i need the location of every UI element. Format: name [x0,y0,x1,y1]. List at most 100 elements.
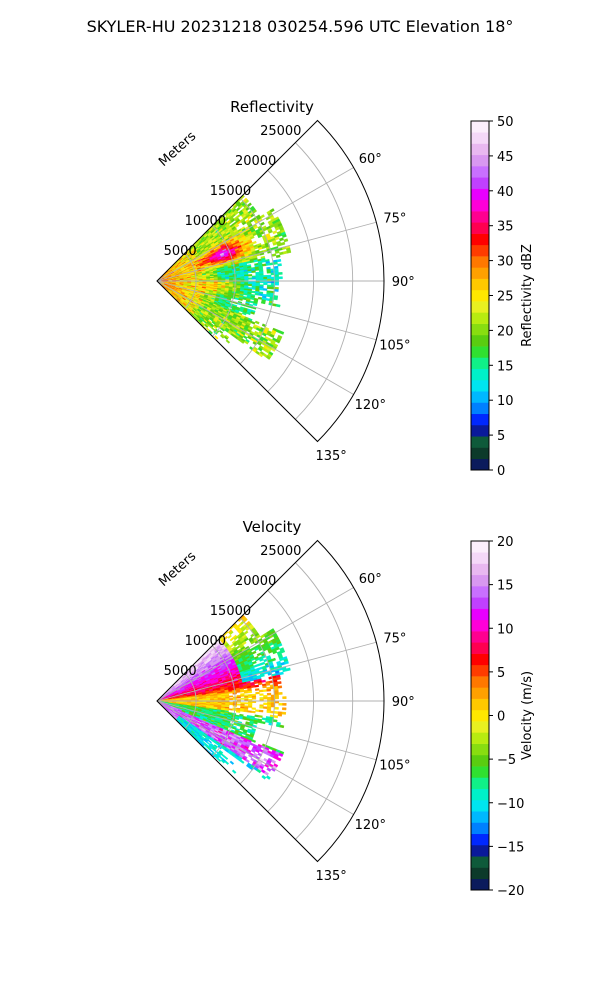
data-cell [250,320,256,325]
data-cell [286,249,292,254]
data-cell [266,688,271,692]
data-cell [254,320,260,325]
data-cell [262,689,268,692]
data-cell [229,630,234,636]
data-cell [272,230,278,235]
theta-tick-label: 60° [359,152,382,167]
radial-tick-label: 15000 [210,184,251,199]
data-cell [273,715,279,719]
data-cell [251,707,256,710]
data-cell [262,685,267,689]
data-cell [282,696,287,700]
data-cell [272,303,277,307]
velocity-panel: 50001000015000200002500060°75°90°105°120… [156,518,415,884]
data-cell [274,696,279,700]
data-cell [259,277,264,280]
data-cell [275,723,281,728]
data-cell [243,292,248,296]
data-cell [251,287,256,290]
data-cell [274,711,279,714]
data-cell [282,702,287,706]
data-cell [239,690,245,693]
data-cell [254,268,260,271]
data-cell [266,286,272,290]
data-cell [273,297,278,301]
data-cell [249,300,255,304]
data-cell [274,282,279,286]
theta-tick-label: 75° [383,211,406,226]
theta-tick-label: 120° [355,398,386,413]
data-cell [266,270,272,274]
data-cell [247,274,253,277]
data-cell [276,757,282,762]
data-cell [276,258,282,263]
data-cell [243,691,249,694]
data-cell [249,235,255,240]
data-cell [277,685,283,689]
data-cell [258,689,264,693]
data-cell [260,661,266,666]
data-cell [248,277,253,280]
data-cell [244,702,249,705]
data-cell [258,709,264,713]
data-cell [247,695,253,699]
data-cell [274,706,279,710]
theta-grid-line [156,280,377,341]
data-cell [266,274,272,278]
data-cell [240,694,245,697]
data-cell [263,696,268,700]
data-cell [266,294,271,298]
radial-tick-label: 25000 [260,124,301,139]
data-cell [278,272,283,275]
data-cell [214,335,219,340]
data-cell [251,739,257,743]
data-cell [258,352,264,358]
data-cell [243,686,248,690]
data-cell [218,329,224,334]
data-cell [272,719,278,723]
data-cell [271,657,276,662]
data-cell [274,274,279,278]
data-cell [279,671,284,676]
data-cell [274,694,279,698]
data-cell [279,251,284,256]
theta-grid-line [156,280,354,395]
data-cell [251,697,257,700]
data-cell [258,293,263,297]
data-cell [260,301,266,305]
data-cell [250,311,255,315]
data-cell [265,719,270,724]
data-cell [282,707,287,711]
data-cell [273,261,278,265]
data-cell [228,708,233,711]
theta-grid-line [156,167,354,282]
data-cell [244,199,250,204]
data-cell [236,703,241,706]
data-cell [247,690,252,694]
data-cell [227,634,232,639]
data-cell [228,691,233,694]
radial-tick-label: 10000 [185,214,226,229]
data-cell [266,710,271,714]
data-cell [281,711,287,715]
data-cell [251,277,257,280]
data-cell [254,684,259,688]
data-cell [251,270,256,273]
data-cell [234,223,240,229]
data-cell [259,287,264,291]
data-cell [257,682,263,686]
reflectivity-panel: 50001000015000200002500060°75°90°105°120… [156,98,415,464]
data-cell [281,233,287,238]
data-cell [282,250,288,255]
data-cell [274,289,279,292]
data-cell [254,292,260,296]
data-cell [283,238,289,243]
data-cell [262,288,268,291]
data-cell [242,617,248,623]
data-cell [263,282,268,286]
data-cell [246,311,251,316]
data-cell [252,240,257,245]
data-cell [251,290,256,294]
data-cell [225,339,231,344]
